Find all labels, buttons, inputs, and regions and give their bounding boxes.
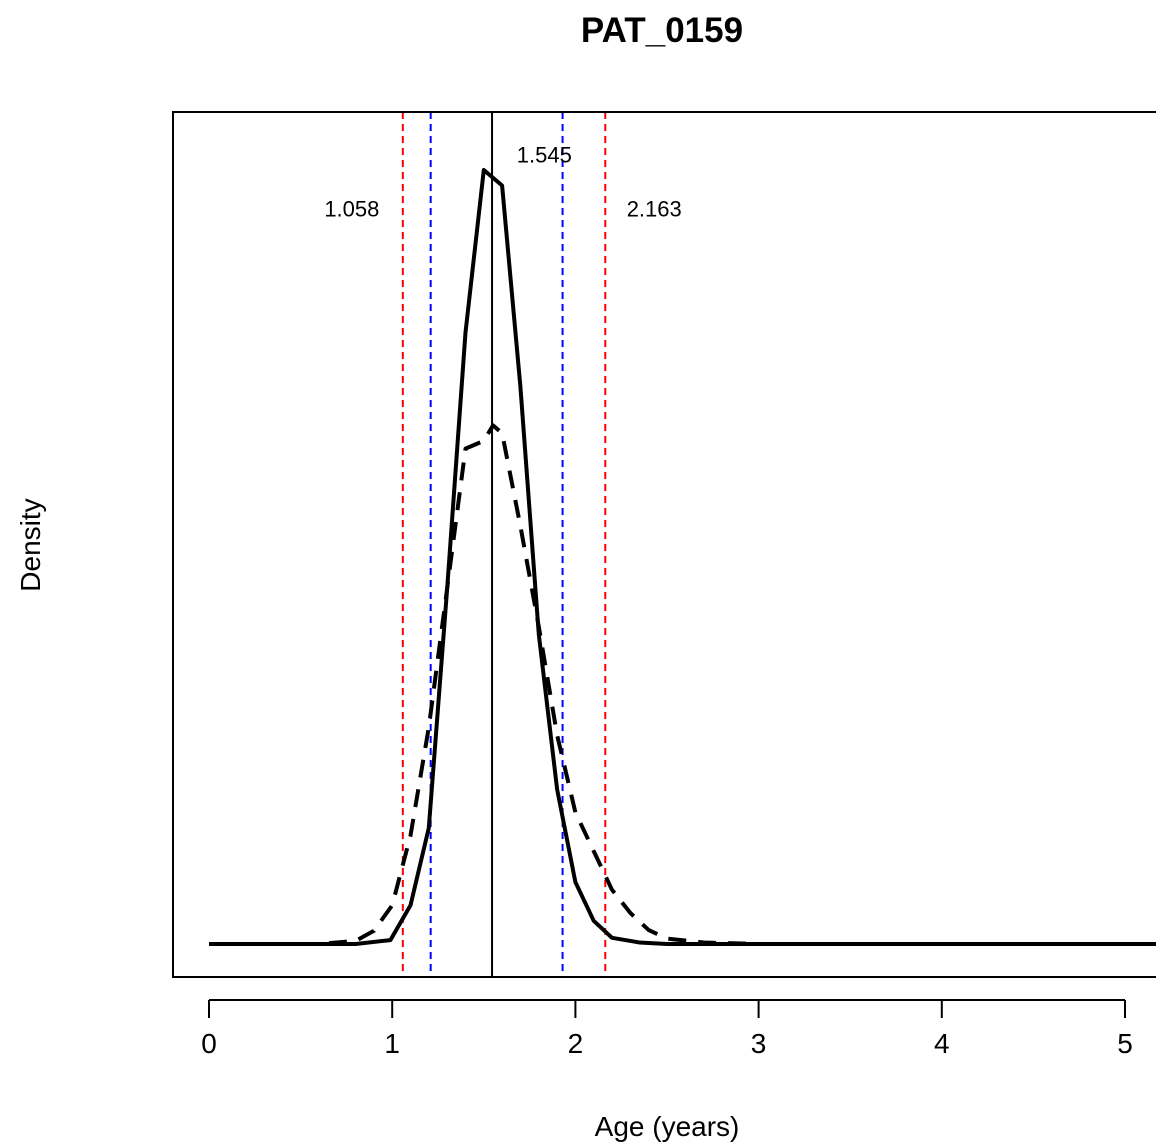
x-tick-label-5: 5 xyxy=(1117,1028,1133,1059)
x-tick-label-4: 4 xyxy=(934,1028,950,1059)
annotation-0: 1.058 xyxy=(324,196,379,221)
annotation-1: 1.545 xyxy=(517,142,572,167)
x-axis: 0 1 2 3 4 5 xyxy=(201,999,1133,1059)
x-tick-label-1: 1 xyxy=(384,1028,400,1059)
x-tick-label-3: 3 xyxy=(751,1028,767,1059)
series-solid-line xyxy=(209,168,1156,946)
y-axis-label: Density xyxy=(15,498,46,591)
x-axis-label: Age (years) xyxy=(595,1111,740,1142)
x-tick-label-0: 0 xyxy=(201,1028,217,1059)
plot-frame xyxy=(172,111,1156,978)
annotation-2: 2.163 xyxy=(627,196,682,221)
x-tick-label-2: 2 xyxy=(568,1028,584,1059)
chart-title: PAT_0159 xyxy=(581,11,743,50)
plot-area: 1.058 1.545 2.163 xyxy=(209,112,1156,977)
series-dashed-line xyxy=(209,423,1156,946)
